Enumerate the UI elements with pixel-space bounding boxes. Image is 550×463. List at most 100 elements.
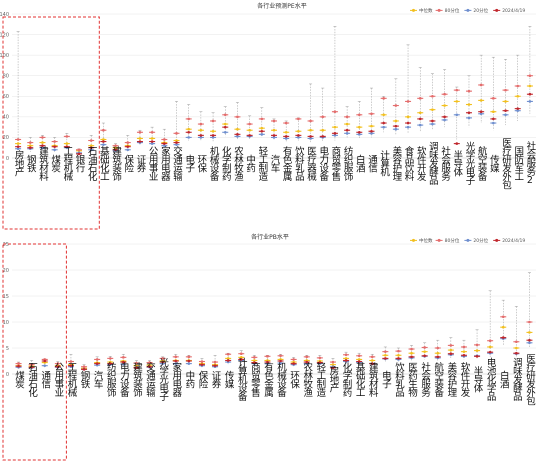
x-category-label: 中药 <box>244 154 256 174</box>
data-point <box>150 142 154 145</box>
data-point <box>467 111 471 115</box>
data-point <box>28 146 32 150</box>
legend-item: 中位数 <box>410 237 433 244</box>
data-point <box>89 144 93 147</box>
data-point <box>279 354 282 358</box>
x-category-label: 证券 <box>210 371 222 390</box>
data-point <box>175 141 178 144</box>
x-category-label: 农林牧渔 <box>301 361 313 397</box>
legend-label: 80分位 <box>445 7 460 14</box>
data-point <box>397 349 400 353</box>
highlight-box <box>2 16 100 230</box>
data-point <box>492 117 495 121</box>
data-point <box>163 138 166 141</box>
y-tick-label: 15 <box>3 294 9 300</box>
x-category-label: 化学制药 <box>220 145 232 182</box>
data-point <box>211 119 215 123</box>
data-point <box>309 135 312 138</box>
data-point <box>410 351 413 355</box>
data-point <box>187 359 191 363</box>
data-point <box>56 365 60 369</box>
data-point <box>515 351 518 355</box>
data-point <box>462 353 466 357</box>
data-point <box>239 352 243 356</box>
data-point <box>148 365 151 369</box>
data-point <box>345 128 349 132</box>
x-category-label: 光学光电子 <box>463 141 475 185</box>
data-point <box>504 88 507 92</box>
data-point <box>102 140 105 143</box>
x-category-label: 电池化学品 <box>485 357 497 402</box>
x-category-label: 家用电器 <box>159 145 171 181</box>
x-category-label: 软件开发 <box>415 145 427 182</box>
data-point <box>28 144 32 147</box>
y-tick-label: 5 <box>6 346 9 352</box>
x-category-label: 传媒 <box>223 370 235 390</box>
data-point <box>528 341 531 345</box>
data-point <box>516 84 520 88</box>
data-point <box>223 122 227 126</box>
data-point <box>528 100 532 103</box>
data-point <box>211 129 215 133</box>
data-point <box>410 347 413 351</box>
data-point <box>297 134 300 137</box>
data-point <box>492 110 495 114</box>
series-2024/4/19 <box>15 336 533 371</box>
data-point <box>161 357 164 360</box>
data-point <box>239 358 243 361</box>
data-point <box>135 364 138 367</box>
legend-swatch-dot <box>495 238 499 242</box>
data-point <box>16 138 20 141</box>
data-point <box>309 119 312 123</box>
data-point <box>95 358 99 361</box>
x-category-label: 建筑材料 <box>37 145 49 182</box>
data-point <box>501 325 505 329</box>
data-point <box>504 100 507 103</box>
data-point <box>423 350 426 353</box>
x-category-label: 证券 <box>134 155 146 174</box>
data-point <box>528 338 531 342</box>
data-point <box>406 121 410 125</box>
data-point <box>260 126 264 130</box>
data-point <box>223 113 227 117</box>
data-point <box>418 111 422 115</box>
data-point <box>504 113 507 117</box>
data-point <box>126 145 130 148</box>
y-tick-label: 80 <box>3 74 9 80</box>
data-point <box>358 130 361 134</box>
data-point <box>357 358 361 361</box>
data-point <box>284 135 288 138</box>
data-point <box>462 345 466 349</box>
x-category-label: 公用事业 <box>147 146 159 181</box>
data-point <box>211 136 215 139</box>
legend-item: 2024/4/19 <box>493 238 525 244</box>
legend-item: 20分位 <box>464 237 489 244</box>
data-point <box>410 355 413 359</box>
x-category-label: 家用电器 <box>170 361 182 397</box>
data-point <box>397 353 400 357</box>
legend: 中位数 80分位 20分位 2024/4/19 <box>410 237 525 244</box>
data-point <box>65 135 69 138</box>
x-category-label: 半导体 <box>451 150 463 178</box>
data-point <box>423 354 426 358</box>
series-80分位 <box>15 74 533 152</box>
data-point <box>175 139 178 142</box>
x-category-label: 房地产 <box>327 366 339 394</box>
x-category-label: 环保 <box>288 371 300 390</box>
y-tick-label: 0 <box>6 372 9 378</box>
data-point <box>344 357 348 360</box>
data-point <box>528 84 532 88</box>
x-category-label: 医疗器械 <box>305 146 317 182</box>
highlight-box <box>2 243 67 461</box>
data-point <box>199 136 203 139</box>
data-point <box>187 136 190 139</box>
data-point <box>102 143 105 146</box>
y-tick-label: 25 <box>3 242 9 248</box>
x-category-label: 医药生物 <box>406 362 418 398</box>
data-point <box>114 148 117 152</box>
data-point <box>345 122 349 126</box>
data-point <box>200 363 204 366</box>
data-point <box>65 145 69 148</box>
legend-item: 中位数 <box>410 7 433 14</box>
